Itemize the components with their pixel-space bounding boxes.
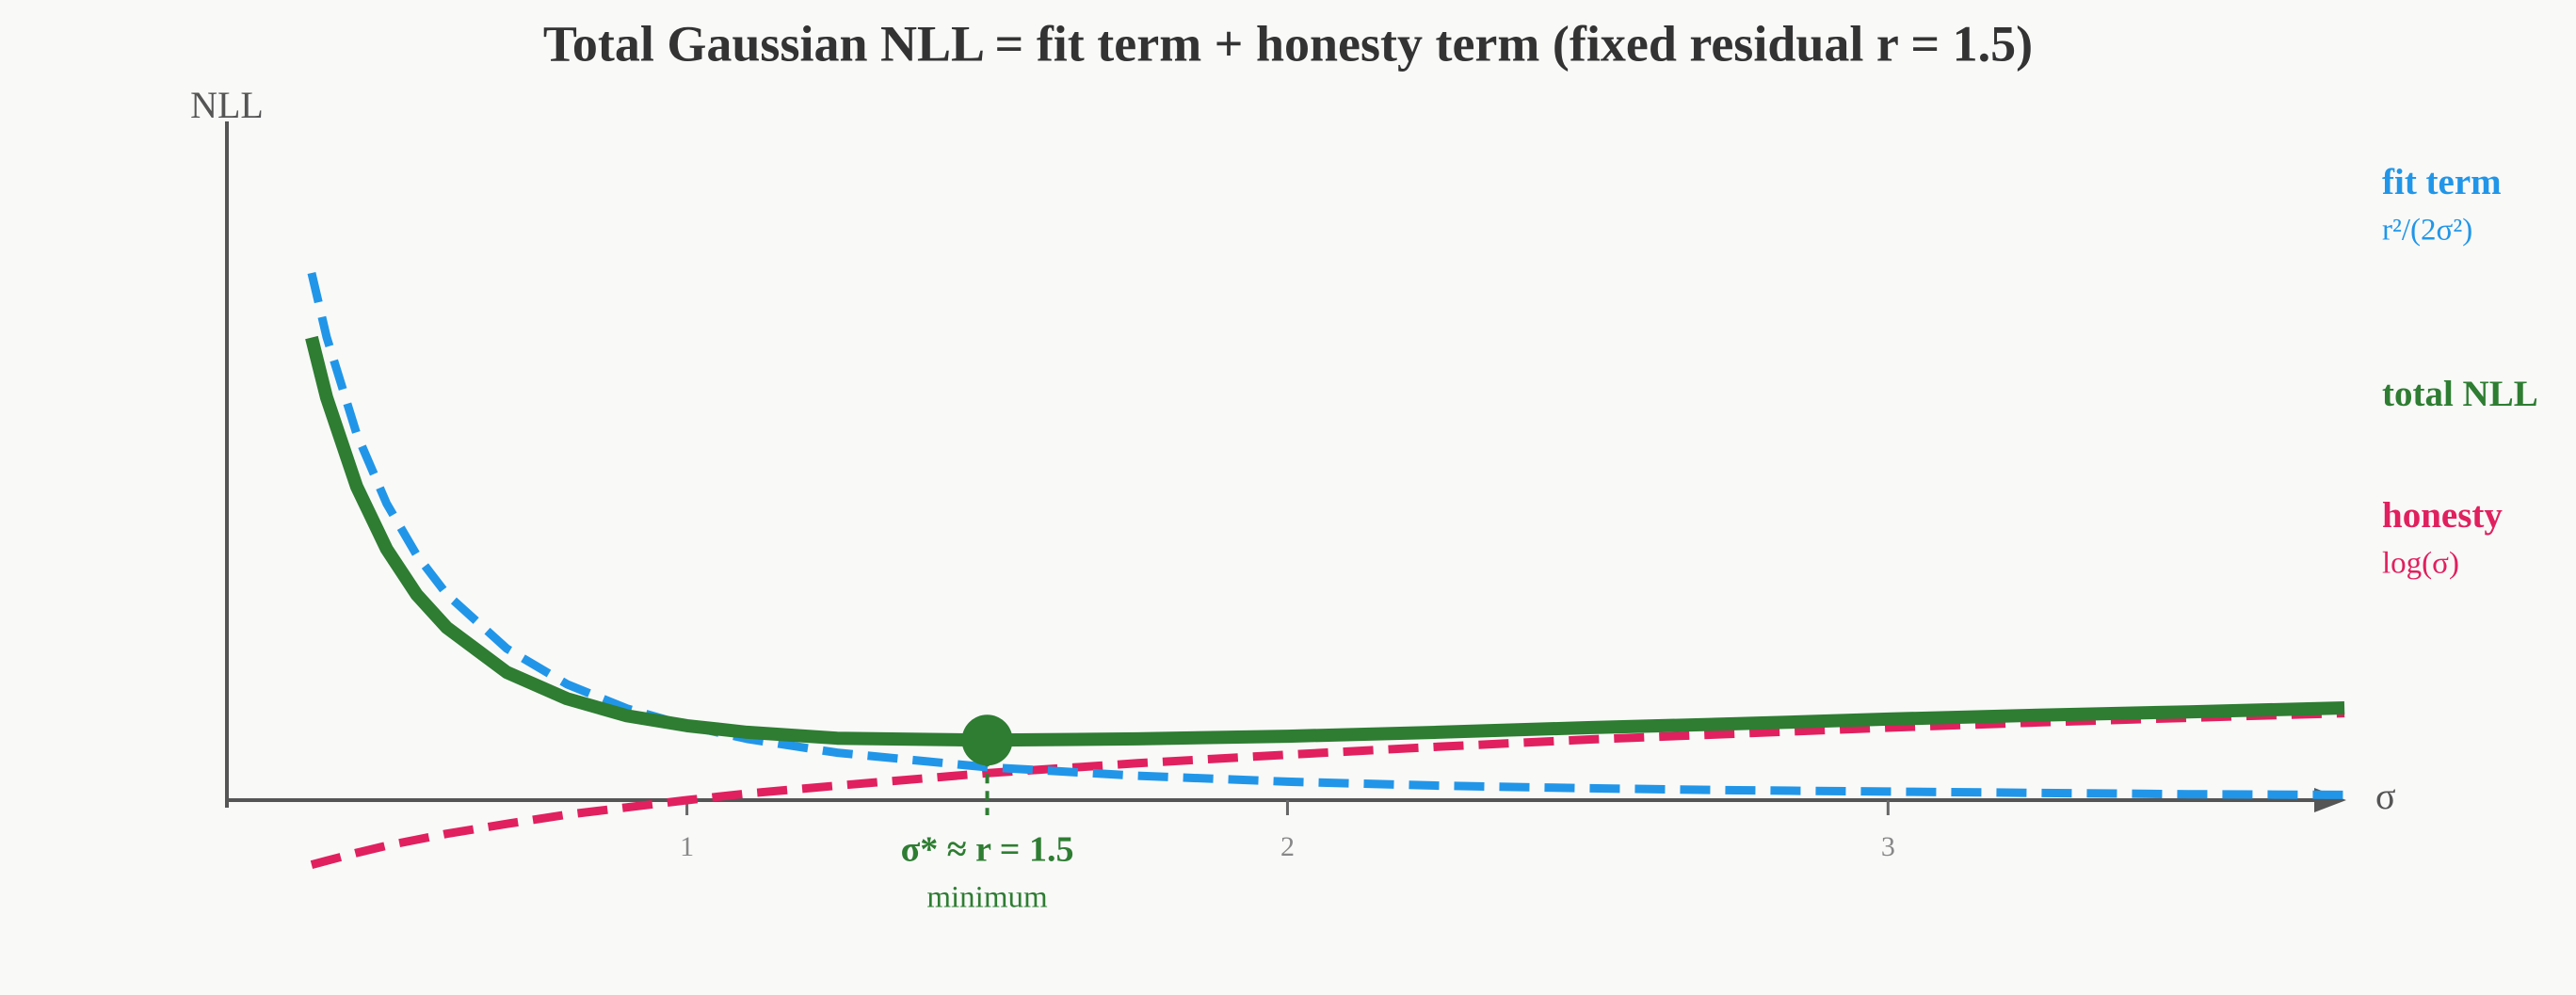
- chart-title: Total Gaussian NLL = fit term + honesty …: [543, 15, 2033, 72]
- x-tick-label: 3: [1881, 831, 1895, 862]
- series-line: [310, 709, 2345, 869]
- marker-sublabel: minimum: [926, 881, 1048, 915]
- y-axis-label: NLL: [190, 84, 264, 126]
- x-tick-label: 2: [1280, 831, 1295, 862]
- x-axis-label: σ: [2375, 775, 2396, 817]
- legend-label: fit term: [2382, 162, 2502, 202]
- legend-formula: r²/(2σ²): [2382, 214, 2472, 248]
- series-line: [307, 271, 2345, 799]
- legend-label: honesty: [2382, 495, 2503, 536]
- minimum-marker: [961, 714, 1013, 766]
- marker-label: σ* ≈ r = 1.5: [901, 830, 1074, 870]
- x-tick-label: 1: [680, 831, 694, 862]
- legend-formula: log(σ): [2382, 547, 2459, 581]
- legend-label: total NLL: [2382, 374, 2538, 414]
- series-line: [305, 335, 2345, 747]
